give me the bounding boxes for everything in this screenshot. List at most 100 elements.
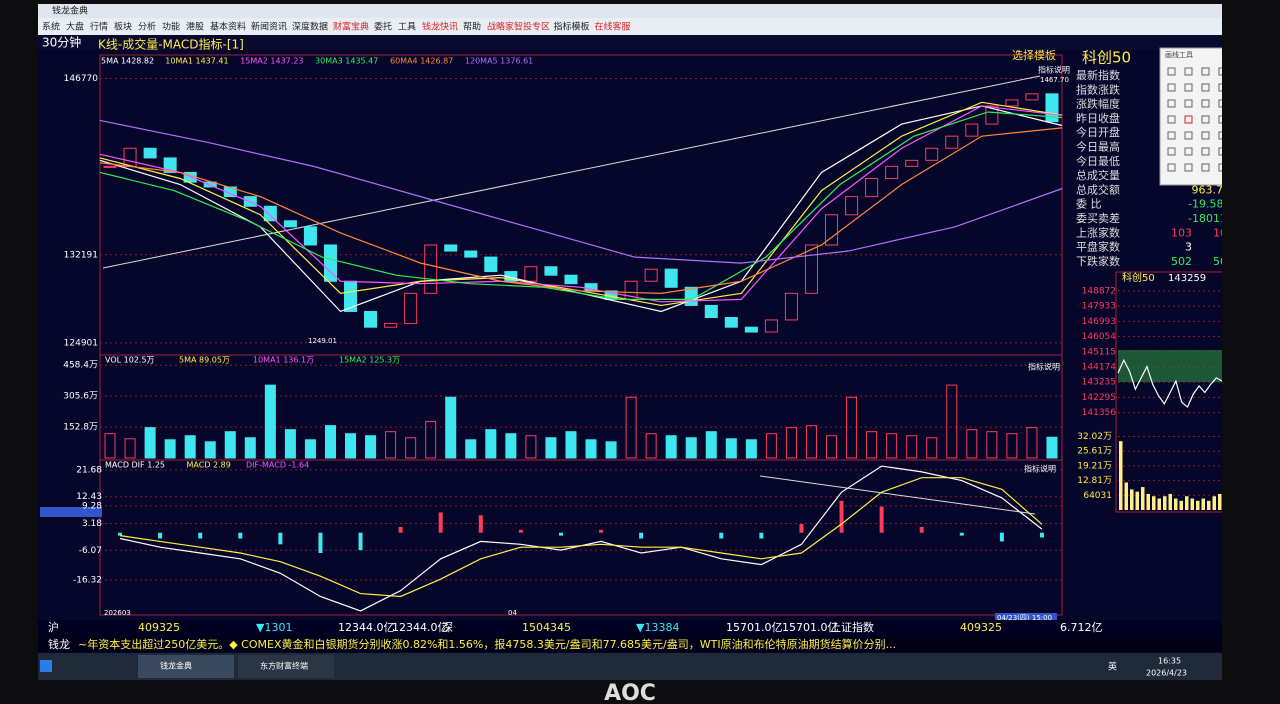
menu-item[interactable]: 系统 (42, 21, 60, 33)
menu-item[interactable]: 在线客服 (595, 21, 631, 33)
tool-icon[interactable] (1201, 131, 1210, 140)
menu-item[interactable]: 工具 (398, 22, 416, 33)
y-tick-label: 148872 (1082, 286, 1116, 296)
menu-item[interactable]: 板块 (114, 21, 132, 33)
tool-icon[interactable] (1184, 83, 1193, 92)
menu-item[interactable]: 指标模板 (554, 21, 590, 33)
candle (103, 165, 117, 168)
menu-item[interactable]: 深度数据 (292, 21, 328, 33)
menu-item[interactable]: 财富宝典 (333, 21, 369, 33)
y-tick-label: 141356 (1082, 408, 1117, 418)
menu-item[interactable]: 帮助 (463, 21, 481, 33)
tool-icon[interactable] (1184, 131, 1193, 140)
status-item: 6.712亿 (1060, 621, 1103, 634)
note: 指标说明 (1024, 464, 1056, 474)
tool-icon[interactable] (1167, 115, 1176, 124)
y-tick-label: 132191 (64, 250, 98, 260)
volume-bar (505, 433, 517, 459)
volume-bar (605, 441, 617, 459)
legend-entry: MACD 2.89 (187, 461, 231, 470)
candle (744, 326, 758, 333)
volume-bar (1026, 427, 1038, 459)
menu-item[interactable]: 战略家智投专区 (487, 21, 550, 33)
y-tick-label: -16.32 (73, 576, 102, 586)
taskbar-app[interactable] (138, 655, 234, 678)
volume-bar (405, 437, 417, 459)
tool-icon[interactable] (1218, 67, 1226, 76)
candle (965, 123, 979, 137)
legend-entry: 120MA5 1376.61 (465, 57, 533, 66)
tool-icon[interactable] (1201, 99, 1210, 108)
tool-icon[interactable] (1184, 115, 1193, 124)
quote-label: 委买卖差 (1076, 211, 1120, 225)
volume-bar (1141, 487, 1145, 510)
tool-icon[interactable] (1218, 163, 1226, 172)
tool-icon[interactable] (1201, 67, 1210, 76)
y-tick-label: 305.6万 (63, 392, 98, 402)
tool-icon[interactable] (1184, 163, 1193, 172)
macd-bar (198, 532, 203, 539)
tool-icon[interactable] (1167, 163, 1176, 172)
tool-icon[interactable] (1167, 67, 1176, 76)
volume-bar (625, 396, 637, 459)
candle (303, 226, 317, 246)
app-name: 东方财富终端 (260, 661, 308, 671)
chart-frame (1115, 271, 1222, 513)
tool-icon[interactable] (1201, 147, 1210, 156)
menu-item[interactable]: 行情 (90, 21, 108, 33)
menu-item[interactable]: 基本资料 (210, 21, 246, 33)
tool-icon[interactable] (1167, 83, 1176, 92)
volume-bar (1157, 498, 1161, 510)
tool-icon[interactable] (1218, 83, 1226, 92)
candle (644, 268, 658, 282)
candle (384, 323, 398, 328)
tool-icon[interactable] (1167, 131, 1176, 140)
chart-title: 科创50 (1122, 271, 1155, 284)
tool-icon[interactable] (1201, 163, 1210, 172)
menu-item[interactable]: 功能 (162, 21, 180, 33)
tool-icon[interactable] (1184, 67, 1193, 76)
tool-icon[interactable] (1218, 99, 1226, 108)
candle (985, 105, 999, 125)
tool-icon[interactable] (1201, 115, 1210, 124)
ma-line (99, 127, 1063, 294)
candle (1005, 99, 1019, 107)
tool-icon[interactable] (1201, 83, 1210, 92)
monitor-brand: AOC (604, 681, 656, 704)
volume-bar (1201, 498, 1205, 510)
screen (38, 4, 1222, 680)
candle (1025, 93, 1039, 101)
menu-item[interactable]: 新闻资讯 (251, 21, 287, 33)
candle (163, 157, 177, 173)
menu-item[interactable]: 钱龙快讯 (422, 21, 458, 33)
ma-line (99, 119, 1063, 264)
tool-icon[interactable] (1218, 147, 1226, 156)
tool-icon[interactable] (1167, 99, 1176, 108)
ticker-text: ~年资本支出超过250亿美元。◆ COMEX黄金和白银期货分别收涨0.82%和1… (78, 637, 896, 651)
macd-bar (759, 532, 764, 539)
menu-item[interactable]: 大盘 (66, 21, 84, 33)
candle (945, 135, 959, 149)
taskbar-app[interactable] (238, 655, 334, 678)
quote-value: 3 (1227, 241, 1234, 254)
legend-entry: 10MA1 136.1万 (253, 356, 314, 365)
macd-bar (158, 532, 163, 539)
candle (925, 147, 939, 161)
menu-item[interactable]: 分析 (138, 21, 156, 33)
tool-icon[interactable] (1218, 115, 1226, 124)
tool-icon[interactable] (1218, 131, 1226, 140)
tool-icon[interactable] (1184, 147, 1193, 156)
tool-icon[interactable] (1184, 99, 1193, 108)
chart-frame (99, 459, 1063, 616)
macd-bar (999, 532, 1004, 542)
menu-item[interactable]: 港股 (186, 21, 204, 33)
volume-bar (1196, 500, 1200, 510)
y-tick-label: 152.8万 (63, 423, 98, 433)
menu-item[interactable]: 委托 (374, 21, 392, 33)
volume-bar (705, 431, 717, 459)
candle (664, 268, 678, 288)
volume-bar (244, 437, 256, 459)
start-button[interactable] (40, 660, 52, 672)
tool-icon[interactable] (1167, 147, 1176, 156)
volume-bar (745, 439, 757, 459)
